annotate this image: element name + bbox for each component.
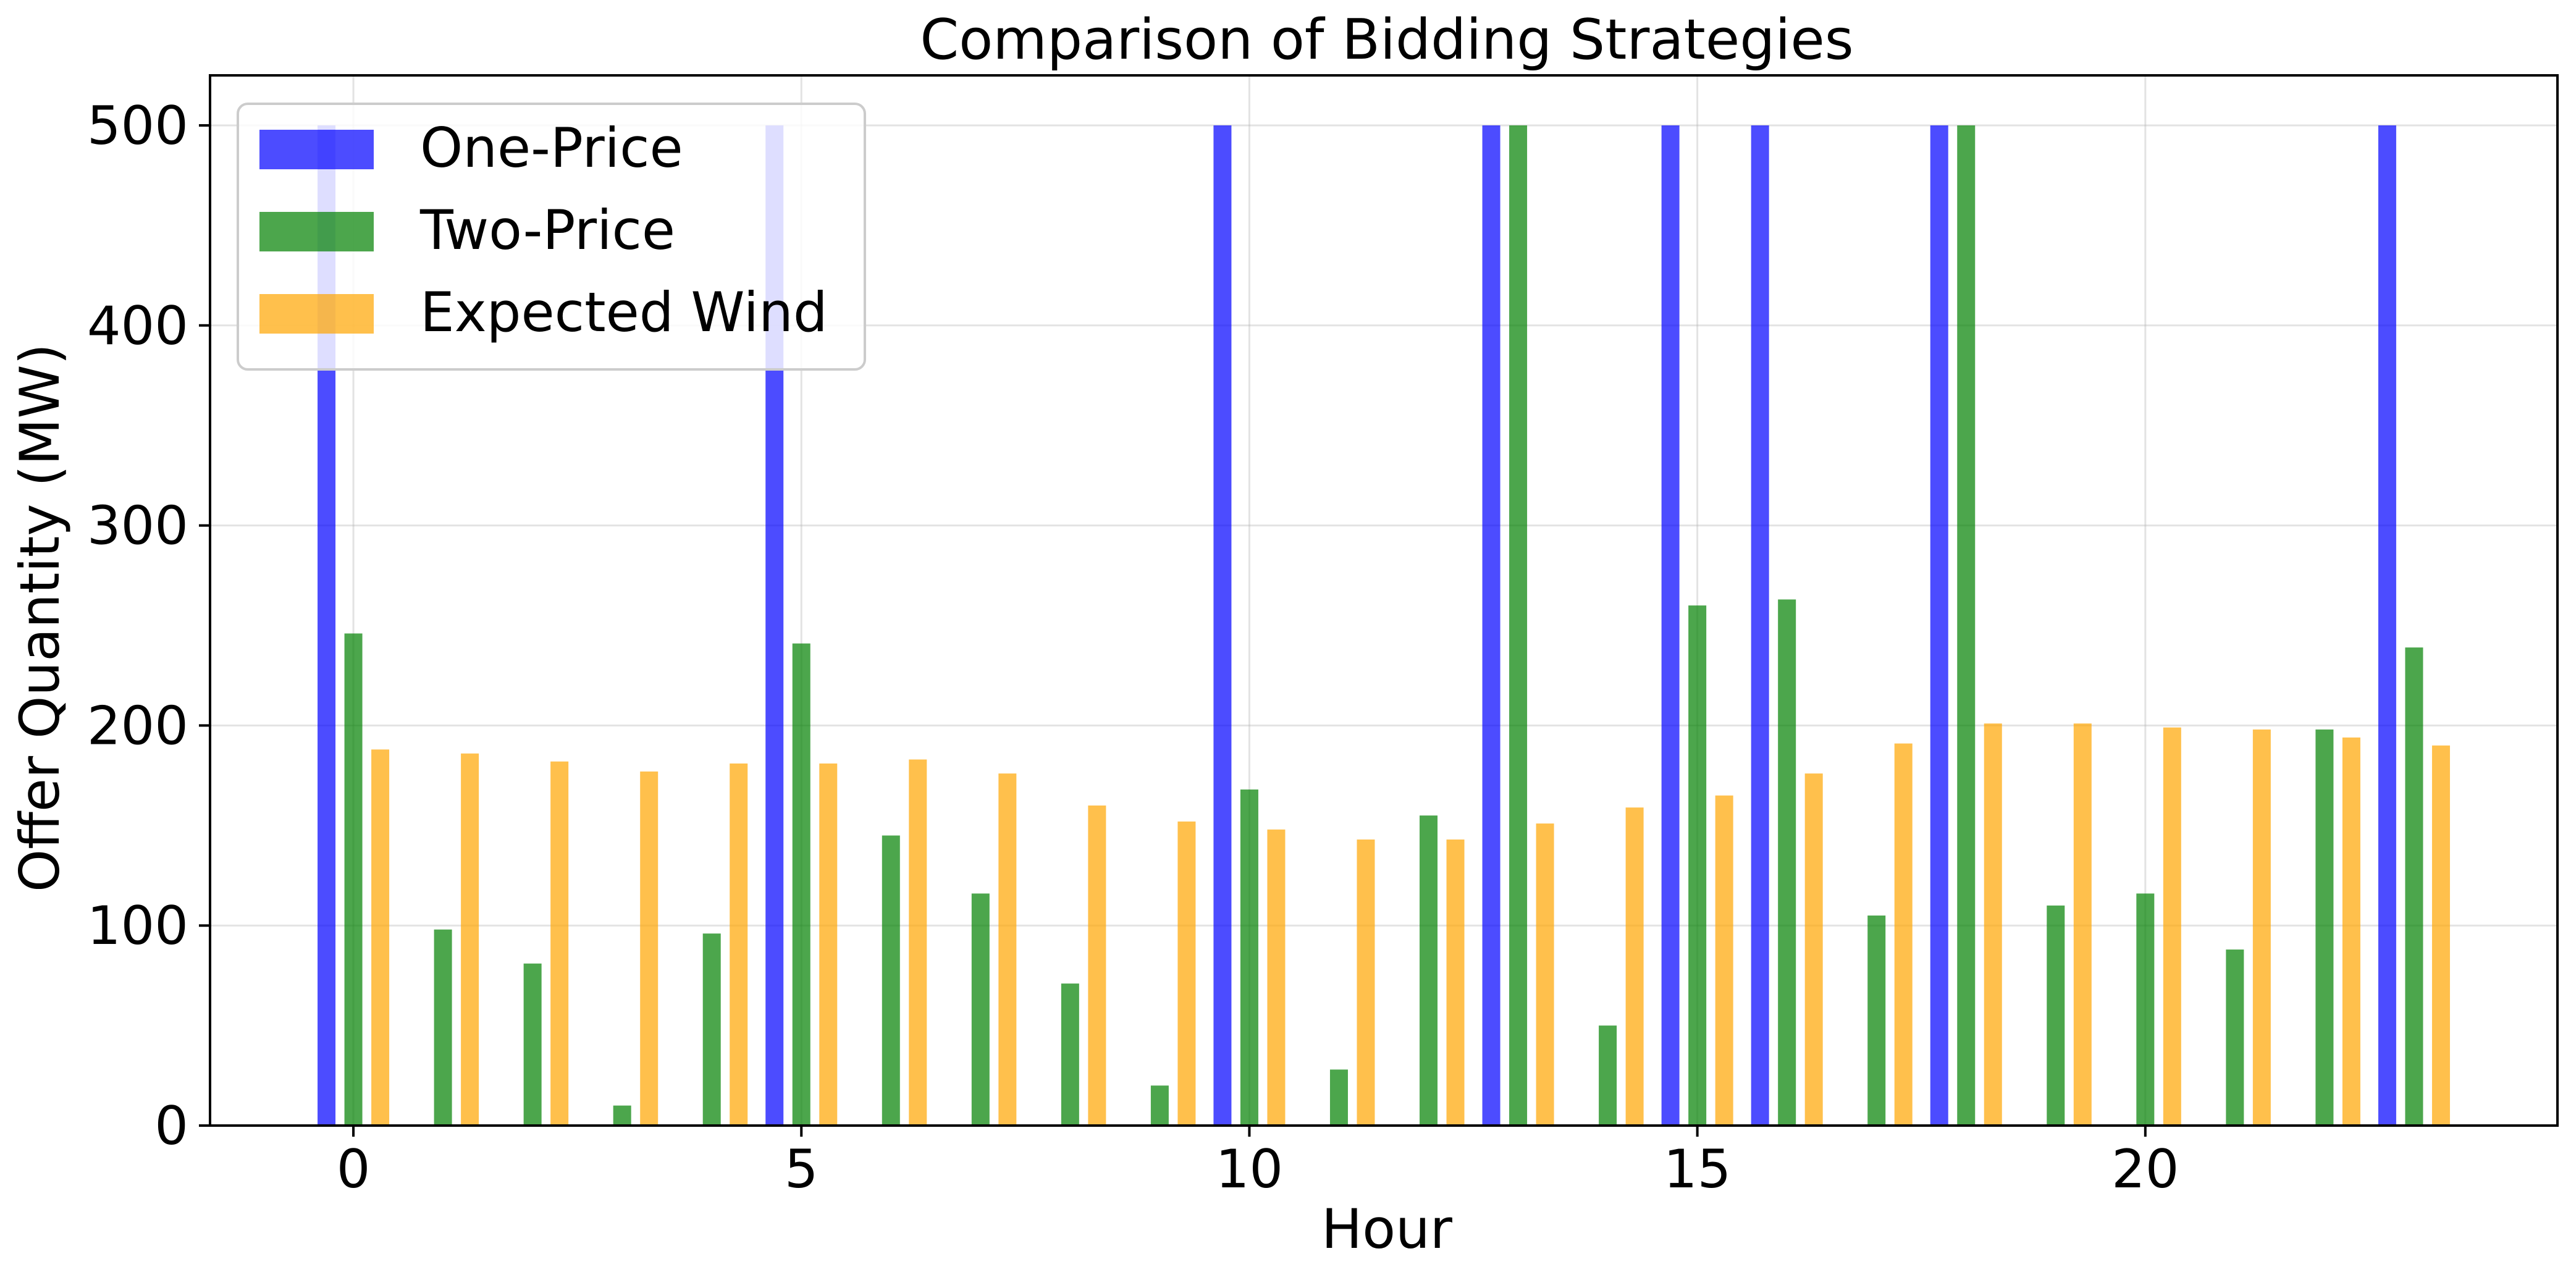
bar-two-price-hour-17 [1867, 916, 1886, 1126]
bar-two-price-hour-10 [1240, 789, 1258, 1126]
y-tick-label: 400 [87, 295, 188, 357]
bar-two-price-hour-9 [1150, 1085, 1169, 1126]
legend-label: One-Price [420, 116, 683, 180]
bar-two-price-hour-12 [1420, 815, 1438, 1126]
legend-swatch [259, 294, 374, 334]
bar-expected-wind-hour-2 [550, 761, 569, 1126]
bar-two-price-hour-11 [1329, 1069, 1348, 1126]
bar-expected-wind-hour-3 [640, 771, 659, 1126]
bar-expected-wind-hour-19 [2073, 723, 2092, 1126]
x-tick-label: 10 [1216, 1139, 1283, 1200]
bar-expected-wind-hour-14 [1625, 807, 1644, 1126]
bar-two-price-hour-23 [2405, 647, 2423, 1126]
y-tick-label: 100 [87, 895, 188, 957]
bar-two-price-hour-15 [1688, 605, 1707, 1126]
y-axis-label: Offer Quantity (MW) [8, 343, 72, 892]
bar-two-price-hour-2 [523, 963, 542, 1126]
bar-two-price-hour-8 [1061, 983, 1079, 1126]
bar-one-price-hour-18 [1930, 125, 1948, 1126]
legend-label: Expected Wind [420, 280, 828, 344]
plot-frame [209, 74, 2559, 1127]
bar-expected-wind-hour-22 [2342, 737, 2360, 1126]
bar-expected-wind-hour-20 [2163, 727, 2181, 1126]
bar-two-price-hour-0 [344, 633, 363, 1126]
bar-expected-wind-hour-15 [1715, 795, 1733, 1126]
bar-expected-wind-hour-17 [1894, 743, 1913, 1126]
bar-one-price-hour-16 [1751, 125, 1769, 1126]
bar-two-price-hour-6 [882, 835, 900, 1126]
bar-one-price-hour-10 [1213, 125, 1232, 1126]
legend-swatch [259, 212, 374, 251]
bar-two-price-hour-5 [792, 643, 810, 1126]
bar-two-price-hour-7 [971, 893, 990, 1126]
bar-expected-wind-hour-21 [2252, 729, 2271, 1126]
legend-box [237, 103, 866, 371]
bar-one-price-hour-23 [2378, 125, 2396, 1126]
y-tick-label: 500 [87, 95, 188, 157]
legend-label: Two-Price [419, 198, 675, 262]
x-axis-label: Hour [1321, 1197, 1453, 1261]
y-tick-label: 300 [87, 495, 188, 557]
bar-two-price-hour-16 [1778, 599, 1796, 1126]
bar-expected-wind-hour-13 [1536, 823, 1554, 1126]
bar-two-price-hour-13 [1509, 125, 1528, 1126]
bar-one-price-hour-13 [1482, 125, 1501, 1126]
bar-expected-wind-hour-23 [2431, 745, 2450, 1126]
bar-expected-wind-hour-1 [461, 753, 479, 1126]
bar-two-price-hour-20 [2136, 893, 2155, 1126]
bar-expected-wind-hour-4 [730, 763, 748, 1126]
bar-expected-wind-hour-11 [1357, 839, 1375, 1126]
bar-expected-wind-hour-8 [1088, 805, 1106, 1126]
x-tick-label: 0 [337, 1139, 371, 1200]
bar-two-price-hour-22 [2315, 729, 2334, 1126]
bar-two-price-hour-21 [2226, 949, 2244, 1126]
bar-expected-wind-hour-18 [1984, 723, 2002, 1126]
x-tick-label: 5 [785, 1139, 819, 1200]
bar-one-price-hour-15 [1661, 125, 1680, 1126]
y-tick-label: 200 [87, 695, 188, 757]
bar-two-price-hour-3 [613, 1105, 631, 1126]
bar-expected-wind-hour-7 [998, 773, 1017, 1126]
x-tick-label: 15 [1664, 1139, 1731, 1200]
y-axis-ticks: 0 100 200 300 400 500 [87, 95, 210, 1157]
x-axis-ticks: 0 5 10 15 20 [337, 1126, 2179, 1200]
bar-two-price-hour-19 [2047, 905, 2065, 1126]
bar-two-price-hour-14 [1599, 1025, 1617, 1126]
x-tick-label: 20 [2111, 1139, 2179, 1200]
legend: One-Price Two-Price Expected Wind [237, 103, 866, 371]
bar-expected-wind-hour-12 [1446, 839, 1465, 1126]
bar-two-price-hour-1 [434, 929, 452, 1126]
bar-expected-wind-hour-10 [1267, 829, 1286, 1126]
chart-title: Comparison of Bidding Strategies [920, 7, 1853, 72]
bar-expected-wind-hour-5 [819, 763, 838, 1126]
bar-expected-wind-hour-6 [909, 759, 927, 1126]
bar-two-price-hour-4 [702, 933, 721, 1126]
bar-expected-wind-hour-0 [371, 749, 390, 1126]
bar-two-price-hour-18 [1957, 125, 1976, 1126]
bar-expected-wind-hour-9 [1177, 821, 1196, 1126]
legend-swatch [259, 130, 374, 169]
y-tick-label: 0 [154, 1095, 188, 1157]
bar-expected-wind-hour-16 [1804, 773, 1823, 1126]
